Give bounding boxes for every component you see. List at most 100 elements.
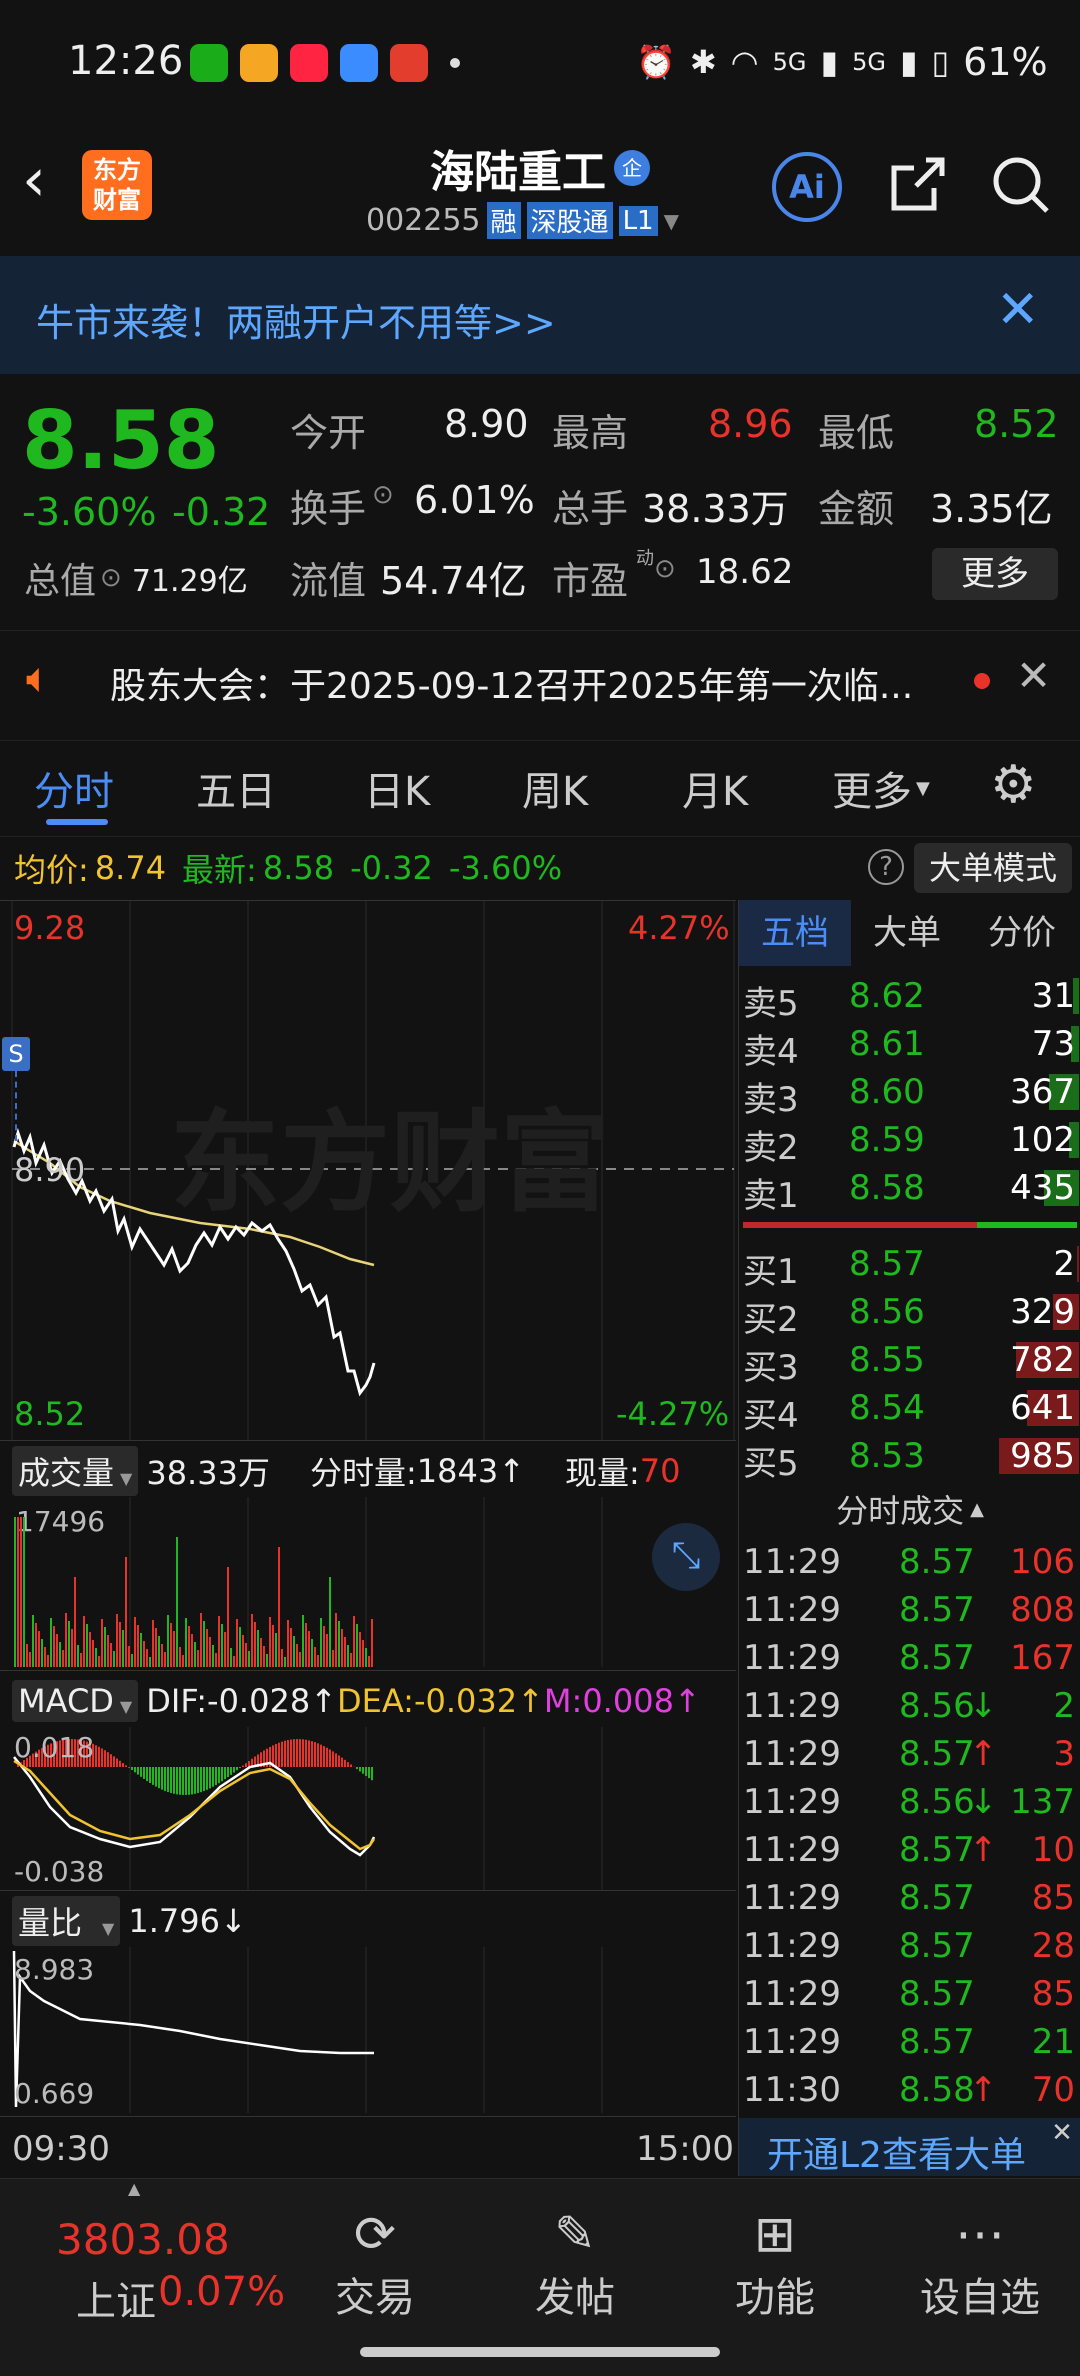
settings-gear-icon[interactable]: ⚙ [990, 755, 1037, 815]
volume-bar [293, 1636, 295, 1667]
caret-up-icon: ▲ [970, 1498, 984, 1520]
macd-selector[interactable]: MACD ▼ [12, 1680, 139, 1722]
volume-bar [296, 1644, 298, 1667]
ask-row[interactable]: 卖4 8.61 73 [739, 1020, 1080, 1072]
bid-row[interactable]: 买1 8.57 2 [739, 1240, 1080, 1292]
tick-p: 8.57 [899, 1734, 975, 1774]
tick-v: 137 [1010, 1782, 1075, 1822]
volume-ratio-panel[interactable]: 量比 ▼ 1.796 ↓ 8.983 0.669 [0, 1890, 736, 2116]
tick-v: 70 [1031, 2070, 1075, 2110]
expand-icon[interactable]: ⤡ [652, 1523, 720, 1591]
down-arrow-icon: ↓ [219, 1902, 247, 1940]
macd-bar [29, 1755, 31, 1767]
volume-selector[interactable]: 成交量 ▼ [12, 1446, 139, 1496]
bid-row[interactable]: 买4 8.54 641 [739, 1384, 1080, 1436]
volume-bar [17, 1517, 19, 1667]
eastmoney-logo[interactable]: 东方 财富 [82, 150, 152, 220]
bid-label: 买1 [743, 1252, 799, 1292]
nav-watchlist[interactable]: ⋯ 设自选 [900, 2207, 1060, 2323]
close-icon[interactable]: ✕ [996, 280, 1040, 340]
macd-bar [155, 1767, 157, 1787]
bid-depth-bar [1027, 1390, 1079, 1426]
volume-bar [353, 1616, 355, 1667]
macd-bar [263, 1750, 265, 1767]
macd-bar [92, 1743, 94, 1767]
help-icon[interactable]: ? [868, 849, 904, 885]
volume-bar [206, 1629, 208, 1667]
lb-selector[interactable]: 量比 ▼ [12, 1896, 121, 1946]
price-line [12, 1127, 376, 1397]
intraday-chart[interactable]: 东方财富 9.28 4.27% 8.90 8.52 -4.27% S [0, 900, 736, 1441]
nav-functions[interactable]: ⊞ 功能 [710, 2207, 840, 2323]
sell-marker-badge[interactable]: S [2, 1037, 30, 1071]
high-value: 8.96 [708, 402, 793, 446]
pct-axis-top: 4.27% [628, 909, 730, 947]
volume-bar [290, 1628, 292, 1667]
nav-trade[interactable]: ⟳ 交易 [310, 2207, 440, 2323]
ask-row[interactable]: 卖2 8.59 102 [739, 1116, 1080, 1168]
ai-button[interactable]: Ai [772, 152, 842, 222]
book-tab-big-order[interactable]: 大单 [873, 913, 941, 953]
pe-sup: 动 [636, 548, 654, 569]
stock-code-row[interactable]: 002255 融 深股通 L1 ▼ [366, 202, 679, 239]
volume-bar [152, 1620, 154, 1667]
volume-bar [356, 1624, 358, 1667]
tab-intraday[interactable]: 分时 [34, 769, 114, 815]
turnover-label: 换手 [290, 487, 367, 531]
tab-more-label: 更多 [832, 769, 912, 815]
volume-bar [194, 1642, 196, 1667]
big-order-mode-button[interactable]: 大单模式 [914, 843, 1072, 893]
more-button[interactable]: 更多 [932, 548, 1058, 600]
nav-post[interactable]: ✎ 发帖 [510, 2207, 640, 2323]
l2-upsell-banner[interactable]: 开通L2查看大单 ✕ [739, 2118, 1080, 2176]
bid-row[interactable]: 买3 8.55 782 [739, 1336, 1080, 1388]
alarm-icon: ⏰ [636, 43, 676, 81]
bid-row[interactable]: 买2 8.56 329 [739, 1288, 1080, 1340]
volume-panel[interactable]: 成交量 ▼ 38.33万 分时量: 1843 ↑ 现量: 70 17496 ⤡ [0, 1440, 736, 1670]
index-widget[interactable]: ▲ 3803.08 上证 0.07% [0, 2179, 300, 2329]
volume-bar [77, 1645, 79, 1667]
tick-v: 3 [1053, 1734, 1075, 1774]
macd-bar [134, 1767, 136, 1773]
close-l2-icon[interactable]: ✕ [1051, 2118, 1073, 2148]
lb-selector-label: 量比 [18, 1904, 83, 1942]
tab-monthly[interactable]: 月K [682, 769, 749, 815]
volume-bar [239, 1627, 241, 1667]
notice-bar[interactable]: 🔈︎ 股东大会：于2025-09-12召开2025年第一次临... ✕ [0, 630, 1080, 726]
close-notice-icon[interactable]: ✕ [1016, 651, 1052, 700]
share-icon[interactable] [886, 154, 948, 216]
signal-icon-2: 5G [852, 48, 886, 76]
macd-bar [59, 1740, 61, 1767]
bid-depth-bar [1052, 1294, 1079, 1330]
macd-bar [293, 1739, 295, 1767]
book-tab-price[interactable]: 分价 [988, 913, 1056, 953]
macd-bar [260, 1752, 262, 1767]
volume-bar [197, 1650, 199, 1667]
bid-label: 买5 [743, 1444, 799, 1484]
tab-daily[interactable]: 日K [364, 769, 431, 815]
info-icon-2: ⊙ [372, 480, 394, 510]
back-icon[interactable]: ‹ [22, 145, 46, 215]
tick-t: 11:29 [743, 1974, 841, 2014]
book-tab-level5[interactable]: 五档 [739, 900, 851, 966]
caret-down-icon: ▼ [119, 1697, 133, 1716]
macd-bar [110, 1754, 112, 1767]
search-icon[interactable] [990, 154, 1052, 216]
info-icon-3: ⊙ [654, 554, 676, 584]
promo-banner[interactable]: 牛市来袭！两融开户不用等>> ✕ [0, 256, 1080, 374]
stock-title[interactable]: 海陆重工 企 [0, 136, 1080, 200]
tab-weekly[interactable]: 周K [522, 769, 589, 815]
tab-more[interactable]: 更多 ▼ [832, 759, 930, 817]
tab-5day[interactable]: 五日 [196, 769, 276, 815]
macd-bar [65, 1739, 67, 1767]
volume-bar [209, 1637, 211, 1667]
ask-vol: 367 [1010, 1072, 1075, 1112]
price-info-bar: 均价: 8.74 最新: 8.58 -0.32 -3.60% ? 大单模式 [0, 836, 1080, 898]
macd-panel[interactable]: MACD ▼ DIF:-0.028 ↑ DEA:-0.032 ↑ M:0.008 ↑ 0… [0, 1670, 736, 1891]
ask-row[interactable]: 卖1 8.58 435 [739, 1164, 1080, 1216]
ticks-header[interactable]: 分时成交 ▲ [739, 1486, 1080, 1532]
bid-row[interactable]: 买5 8.53 985 [739, 1432, 1080, 1484]
macd-bar [278, 1742, 280, 1767]
ask-row[interactable]: 卖3 8.60 367 [739, 1068, 1080, 1120]
ask-row[interactable]: 卖5 8.62 31 [739, 972, 1080, 1024]
